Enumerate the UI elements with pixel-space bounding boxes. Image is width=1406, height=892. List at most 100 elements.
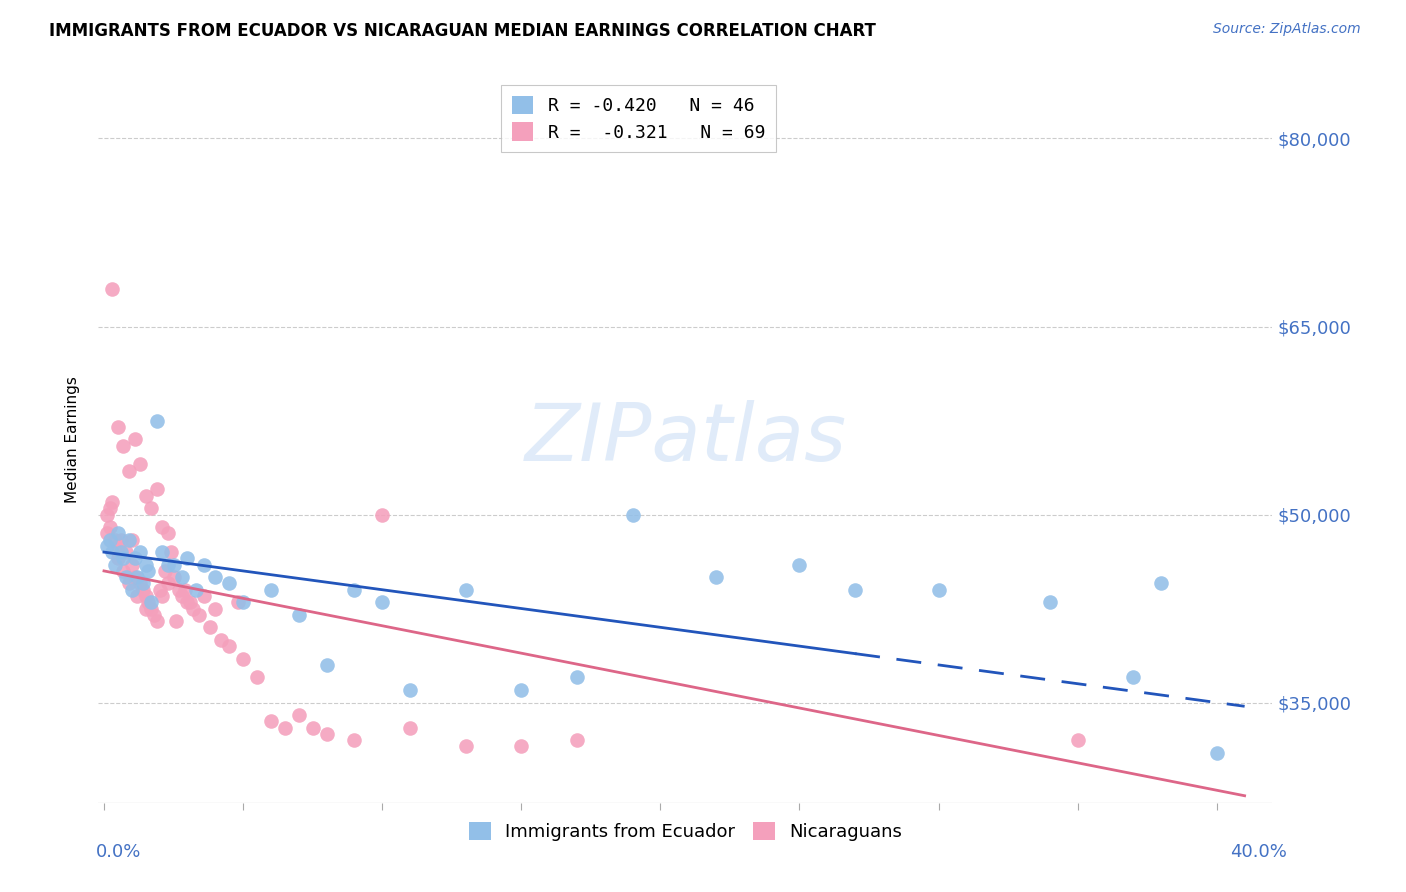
Point xyxy=(118,533,141,547)
Point xyxy=(162,570,184,584)
Point xyxy=(129,545,152,559)
Point xyxy=(1066,733,1088,747)
Point xyxy=(127,589,149,603)
Point xyxy=(621,508,644,522)
Point xyxy=(121,582,143,597)
Point xyxy=(96,539,118,553)
Point xyxy=(141,595,163,609)
Point xyxy=(152,520,174,534)
Point xyxy=(138,595,160,609)
Point xyxy=(121,558,143,572)
Point xyxy=(165,614,187,628)
Point xyxy=(204,601,226,615)
Text: IMMIGRANTS FROM ECUADOR VS NICARAGUAN MEDIAN EARNINGS CORRELATION CHART: IMMIGRANTS FROM ECUADOR VS NICARAGUAN ME… xyxy=(49,22,876,40)
Point xyxy=(112,551,135,566)
Point xyxy=(96,508,118,522)
Point xyxy=(181,601,204,615)
Point xyxy=(287,607,309,622)
Point xyxy=(510,739,533,754)
Point xyxy=(315,727,337,741)
Point xyxy=(141,601,163,615)
Point xyxy=(110,533,132,547)
Point xyxy=(928,582,950,597)
Point xyxy=(789,558,811,572)
Point xyxy=(152,589,174,603)
Point xyxy=(124,432,146,446)
Point xyxy=(260,714,283,729)
Text: Source: ZipAtlas.com: Source: ZipAtlas.com xyxy=(1213,22,1361,37)
Point xyxy=(844,582,866,597)
Point xyxy=(107,551,129,566)
Point xyxy=(232,595,254,609)
Point xyxy=(104,533,127,547)
Point xyxy=(399,683,422,698)
Point xyxy=(170,589,193,603)
Point xyxy=(135,601,157,615)
Point xyxy=(371,508,394,522)
Point xyxy=(132,582,155,597)
Point xyxy=(146,413,169,427)
Point xyxy=(176,551,198,566)
Point xyxy=(98,533,121,547)
Point xyxy=(170,570,193,584)
Point xyxy=(193,589,215,603)
Point xyxy=(124,570,146,584)
Point xyxy=(112,439,135,453)
Point xyxy=(454,739,477,754)
Point xyxy=(135,558,157,572)
Point xyxy=(173,582,195,597)
Point xyxy=(110,545,132,559)
Point xyxy=(218,639,240,653)
Point xyxy=(135,589,157,603)
Point xyxy=(115,570,138,584)
Point xyxy=(138,564,160,578)
Point xyxy=(565,670,588,684)
Point xyxy=(232,651,254,665)
Point xyxy=(371,595,394,609)
Point xyxy=(565,733,588,747)
Point xyxy=(115,545,138,559)
Point xyxy=(193,558,215,572)
Text: 0.0%: 0.0% xyxy=(96,843,141,861)
Point xyxy=(101,495,124,509)
Point xyxy=(204,570,226,584)
Point xyxy=(152,545,174,559)
Point xyxy=(118,576,141,591)
Point xyxy=(118,464,141,478)
Point xyxy=(107,526,129,541)
Point xyxy=(112,564,135,578)
Y-axis label: Median Earnings: Median Earnings xyxy=(65,376,80,503)
Point xyxy=(704,570,727,584)
Point xyxy=(162,558,184,572)
Point xyxy=(1039,595,1062,609)
Point xyxy=(315,657,337,672)
Point xyxy=(101,282,124,296)
Point xyxy=(124,551,146,566)
Point xyxy=(187,607,209,622)
Point xyxy=(343,733,366,747)
Point xyxy=(176,595,198,609)
Legend: Immigrants from Ecuador, Nicaraguans: Immigrants from Ecuador, Nicaraguans xyxy=(461,814,910,848)
Point xyxy=(1122,670,1144,684)
Point xyxy=(184,582,207,597)
Point xyxy=(1150,576,1173,591)
Point xyxy=(218,576,240,591)
Point xyxy=(246,670,269,684)
Point xyxy=(156,526,179,541)
Point xyxy=(121,533,143,547)
Point xyxy=(135,489,157,503)
Point xyxy=(107,539,129,553)
Point xyxy=(149,582,172,597)
Point xyxy=(101,545,124,559)
Point xyxy=(146,483,169,497)
Point xyxy=(179,595,201,609)
Point xyxy=(510,683,533,698)
Point xyxy=(129,576,152,591)
Point xyxy=(454,582,477,597)
Point xyxy=(98,520,121,534)
Point xyxy=(159,545,181,559)
Point xyxy=(104,558,127,572)
Point xyxy=(156,558,179,572)
Point xyxy=(156,576,179,591)
Point xyxy=(96,526,118,541)
